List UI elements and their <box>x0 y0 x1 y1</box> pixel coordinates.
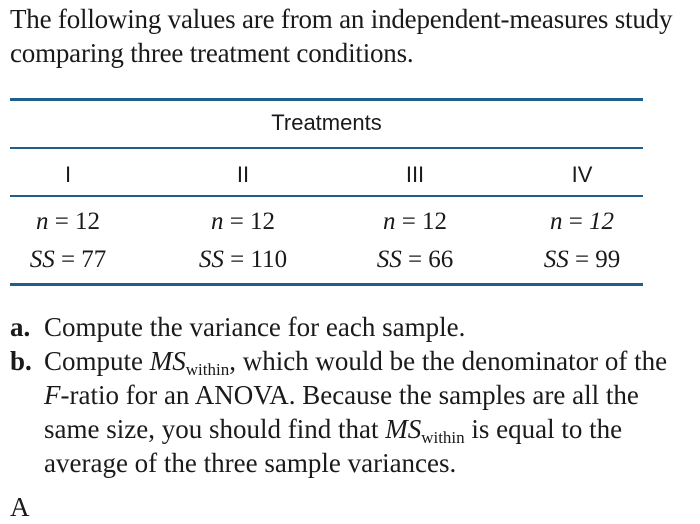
caption-rule <box>10 147 643 149</box>
ss-cell-4: SS = 99 <box>543 246 621 273</box>
column-header-4: IV <box>571 162 593 187</box>
table-bottom-rule <box>10 283 643 286</box>
ss-cell-2: SS = 110 <box>198 246 288 273</box>
question-b: b. Compute MSwithin, which would be the … <box>10 344 690 480</box>
n-cell-2: n = 12 <box>210 208 276 235</box>
column-header-3: III <box>405 162 425 187</box>
n-cell-4: n = 12 <box>549 208 615 235</box>
question-a-text: Compute the variance for each sample. <box>44 312 466 342</box>
column-header-1: I <box>64 162 72 187</box>
n-cell-1: n = 12 <box>35 208 101 235</box>
question-a-label: a. <box>10 312 31 342</box>
n-cell-3: n = 12 <box>382 208 448 235</box>
cutoff-text: A <box>10 492 30 522</box>
table-caption: Treatments <box>271 110 382 135</box>
question-b-label: b. <box>10 346 32 376</box>
question-a: a. Compute the variance for each sample. <box>10 310 690 344</box>
column-header-2: II <box>236 162 250 187</box>
problem-intro: The following values are from an indepen… <box>10 4 673 68</box>
ss-cell-3: SS = 66 <box>376 246 454 273</box>
table-top-rule <box>10 98 643 101</box>
question-b-text: Compute MSwithin, which would be the den… <box>44 346 668 478</box>
ss-cell-1: SS = 77 <box>29 246 107 273</box>
header-rule <box>10 195 643 197</box>
